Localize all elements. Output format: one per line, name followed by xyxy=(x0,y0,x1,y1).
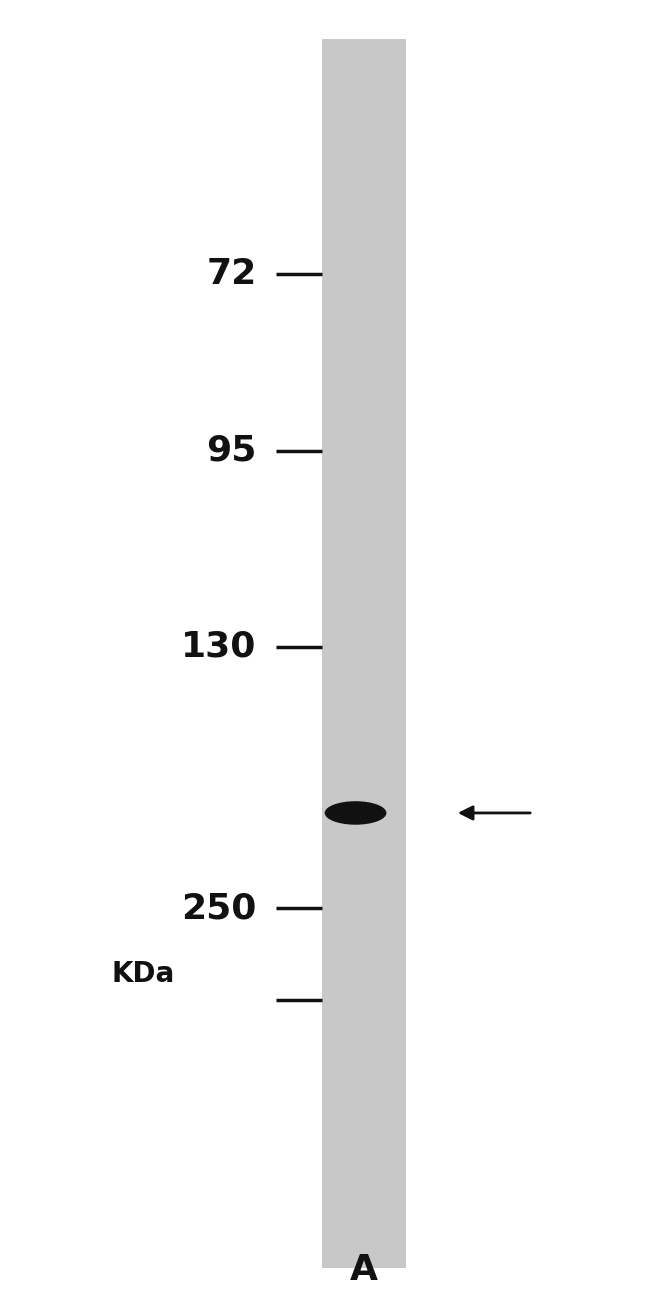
FancyBboxPatch shape xyxy=(322,39,406,1268)
Text: 130: 130 xyxy=(181,630,257,664)
Text: 250: 250 xyxy=(181,891,257,925)
Text: KDa: KDa xyxy=(111,959,175,988)
Text: 95: 95 xyxy=(207,434,257,468)
Text: A: A xyxy=(350,1253,378,1287)
Text: 72: 72 xyxy=(207,257,257,291)
Ellipse shape xyxy=(325,801,386,825)
